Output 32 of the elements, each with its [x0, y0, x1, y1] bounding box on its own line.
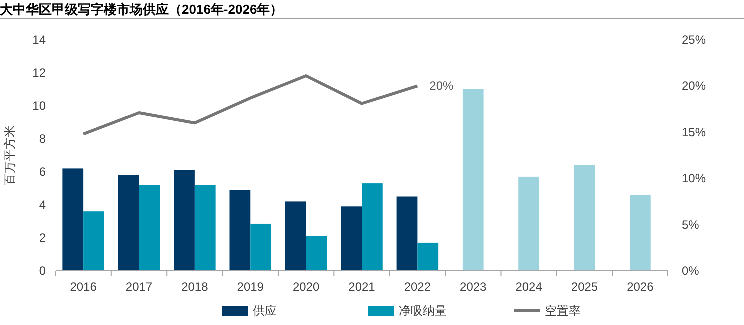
y-tick-label: 10 — [32, 99, 46, 113]
x-tick-label: 2023 — [460, 280, 488, 294]
x-tick-label: 2025 — [571, 280, 598, 294]
x-tick-label: 2026 — [627, 280, 654, 294]
x-tick-label: 2019 — [237, 280, 264, 294]
x-tick-label: 2017 — [126, 280, 153, 294]
y2-tick-label: 10% — [682, 172, 706, 186]
x-tick-label: 2022 — [404, 280, 432, 294]
y2-tick-label: 0% — [682, 264, 700, 278]
data-label: 20% — [430, 79, 454, 94]
legend-label: 供应 — [253, 304, 277, 318]
y-tick-label: 8 — [39, 132, 46, 146]
legend-label: 净吸纳量 — [399, 304, 447, 318]
y-tick-label: 4 — [39, 198, 46, 212]
y-tick-label: 0 — [39, 264, 46, 278]
chart-title: 大中华区甲级写字楼市场供应（2016年-2026年） — [0, 2, 284, 17]
y2-tick-label: 5% — [682, 218, 700, 232]
y-axis-title: 百万平方米 — [3, 126, 17, 186]
x-tick-label: 2021 — [348, 280, 376, 294]
y-tick-label: 6 — [39, 165, 46, 179]
x-tick-label: 2016 — [70, 280, 98, 294]
line-series — [82, 74, 420, 136]
x-tick-label: 2024 — [516, 280, 543, 294]
x-tick-label: 2020 — [292, 280, 320, 294]
y2-tick-label: 20% — [682, 79, 706, 94]
x-tick-label: 2018 — [182, 280, 209, 294]
y-tick-label: 2 — [39, 231, 46, 245]
y2-tick-label: 15% — [682, 125, 706, 140]
y-tick-label: 14 — [32, 33, 46, 47]
legend-label: 空置率 — [545, 304, 581, 318]
y-tick-label: 12 — [32, 66, 46, 80]
y2-tick-label: 25% — [682, 33, 706, 47]
